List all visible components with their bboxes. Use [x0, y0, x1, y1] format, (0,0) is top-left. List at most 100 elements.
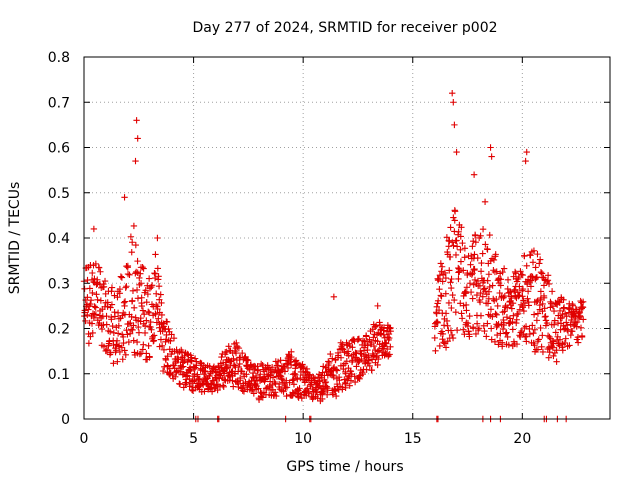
data-point — [130, 337, 137, 344]
data-point — [133, 286, 141, 294]
data-point — [371, 323, 379, 331]
data-point — [114, 330, 122, 337]
peak-point — [330, 293, 338, 301]
data-point — [438, 263, 446, 270]
data-point — [468, 271, 476, 278]
data-point — [433, 303, 440, 310]
data-point — [493, 268, 500, 275]
data-point — [136, 350, 144, 358]
peak-point — [90, 225, 98, 233]
data-point — [437, 260, 445, 267]
data-point — [118, 344, 126, 351]
data-point — [95, 264, 103, 271]
data-point — [534, 250, 541, 258]
data-point — [487, 306, 495, 313]
data-point — [97, 297, 105, 304]
data-point — [453, 237, 460, 244]
data-point — [556, 299, 563, 306]
data-point — [133, 338, 141, 346]
data-point — [485, 288, 493, 295]
data-point — [89, 289, 96, 297]
data-point — [235, 344, 243, 352]
data-point — [519, 304, 527, 311]
data-point — [522, 323, 530, 330]
data-point — [355, 358, 362, 366]
data-point — [87, 333, 94, 340]
data-point — [578, 332, 586, 340]
data-point — [435, 306, 443, 314]
data-point — [537, 324, 544, 332]
data-point — [509, 326, 516, 333]
data-point — [158, 311, 166, 319]
data-point — [520, 307, 528, 315]
data-point — [501, 292, 508, 300]
data-point — [509, 318, 516, 326]
data-point — [444, 322, 451, 329]
data-point — [491, 338, 499, 345]
data-point — [535, 336, 542, 343]
y-tick-label: 0.5 — [48, 186, 70, 202]
data-point — [524, 295, 531, 302]
data-point — [122, 351, 129, 358]
data-point — [178, 364, 186, 371]
data-point — [449, 239, 456, 246]
data-point — [527, 283, 535, 290]
peak-point — [121, 194, 128, 201]
data-point — [318, 395, 326, 403]
data-point — [155, 283, 163, 290]
data-point — [142, 287, 149, 294]
data-point — [143, 317, 150, 324]
data-point — [136, 274, 143, 282]
data-point — [462, 288, 469, 295]
data-point — [89, 269, 96, 277]
peak-point — [470, 171, 478, 178]
data-point — [115, 322, 123, 330]
data-point — [357, 347, 364, 355]
data-point — [561, 339, 569, 347]
data-point — [442, 344, 450, 351]
data-point — [495, 341, 502, 348]
data-point — [278, 375, 285, 382]
data-point — [283, 384, 291, 391]
data-point — [541, 313, 549, 321]
data-point — [462, 289, 470, 297]
data-point — [257, 371, 264, 378]
data-point — [243, 356, 251, 363]
data-point — [482, 241, 489, 248]
data-point — [333, 367, 341, 374]
data-point — [177, 362, 184, 369]
data-point — [513, 340, 521, 348]
data-point — [537, 288, 545, 295]
data-point — [130, 304, 138, 312]
data-point — [208, 381, 215, 388]
data-point — [330, 365, 337, 372]
data-point — [545, 280, 553, 288]
peak-point — [453, 148, 460, 156]
data-point — [508, 305, 516, 312]
data-point — [451, 208, 459, 215]
data-point — [125, 320, 133, 328]
data-point — [342, 370, 349, 377]
data-point — [184, 372, 191, 379]
data-point — [434, 297, 442, 304]
data-point — [306, 371, 313, 378]
data-point — [122, 284, 129, 291]
data-point — [473, 291, 481, 299]
data-point — [531, 341, 538, 349]
data-point — [138, 294, 145, 301]
data-point — [329, 391, 337, 398]
data-point — [376, 319, 383, 326]
data-point — [502, 330, 509, 337]
data-point — [214, 386, 221, 394]
data-point — [516, 291, 523, 299]
data-point — [255, 385, 262, 392]
data-point — [455, 269, 462, 276]
data-point — [507, 288, 514, 296]
data-point — [503, 313, 511, 321]
peak-point — [450, 99, 457, 106]
data-point — [521, 333, 529, 341]
data-point — [230, 355, 237, 362]
data-point — [180, 363, 187, 370]
data-point — [167, 337, 174, 345]
data-point — [178, 348, 186, 356]
